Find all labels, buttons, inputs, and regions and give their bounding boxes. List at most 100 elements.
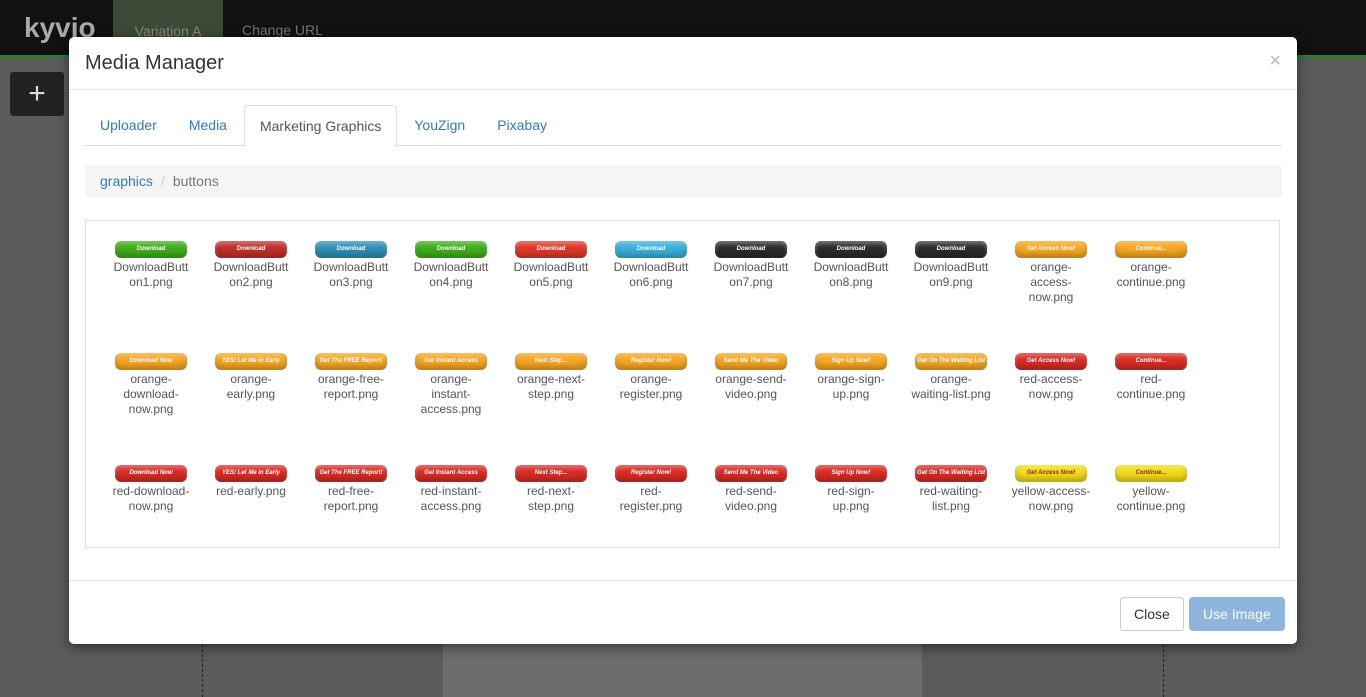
breadcrumb-link[interactable]: graphics — [100, 173, 153, 189]
close-button[interactable]: Close — [1120, 597, 1184, 631]
thumbnail: Next Step... — [515, 465, 587, 482]
thumbnail: Register Now! — [615, 465, 687, 482]
thumbnail: Download Now — [115, 465, 187, 482]
thumbnail: Download Now — [115, 353, 187, 370]
modal-footer — [69, 580, 1297, 581]
tab[interactable]: Uploader — [100, 117, 157, 133]
thumbnail: Download — [115, 241, 187, 258]
media-item[interactable]: Download DownloadButton1.png — [101, 239, 201, 351]
thumbnail: Send Me The Video — [715, 465, 787, 482]
media-item[interactable]: Get On The Waiting List orange-waiting-li… — [901, 351, 1001, 463]
thumbnail: Register Now! — [615, 353, 687, 370]
file-name: red-continue.png — [1116, 372, 1186, 401]
media-item[interactable]: Register Now! orange-register.png — [601, 351, 701, 463]
file-name: DownloadButton1.png — [113, 260, 189, 289]
thumbnail: Get Instant Access — [415, 353, 487, 370]
thumbnail: Get On The Waiting List — [915, 465, 987, 482]
file-name: red-send-video.png — [724, 484, 778, 513]
file-name: DownloadButton3.png — [313, 260, 389, 289]
file-name: DownloadButton4.png — [413, 260, 489, 289]
image-grid: Download DownloadButton1.png Download Downl… — [85, 220, 1280, 548]
file-name: DownloadButton6.png — [613, 260, 689, 289]
file-name: DownloadButton8.png — [813, 260, 889, 289]
breadcrumb-current: buttons — [172, 173, 219, 189]
media-item[interactable]: Download DownloadButton4.png — [401, 239, 501, 351]
file-name: yellow-continue.png — [1116, 484, 1186, 513]
guide-line — [1163, 644, 1164, 697]
media-item[interactable]: Sign Up Now! orange-sign-up.png — [801, 351, 901, 463]
file-name: orange-download-now.png — [123, 372, 179, 416]
add-button[interactable]: + — [10, 72, 64, 116]
media-item[interactable]: Download DownloadButton2.png — [201, 239, 301, 351]
media-manager-modal: Media Manager × Uploader Media Marketing G… — [69, 37, 1297, 644]
thumbnail: Next Step... — [515, 353, 587, 370]
close-icon[interactable]: × — [1269, 50, 1281, 72]
file-name: red-waiting-list.png — [919, 484, 983, 513]
media-item[interactable]: Send Me The Video red-send-video.png — [701, 463, 801, 563]
thumbnail: Get On The Waiting List — [915, 353, 987, 370]
media-item[interactable]: Get Access Now! yellow-access-now.png — [1001, 463, 1101, 563]
media-item[interactable]: Download Now orange-download-now.png — [101, 351, 201, 463]
file-name: red-sign-up.png — [827, 484, 875, 513]
file-name: orange-early.png — [226, 372, 276, 401]
media-item[interactable]: Get Access Now! red-access-now.png — [1001, 351, 1101, 463]
media-item[interactable]: Get Instant Access orange-instant-access.… — [401, 351, 501, 463]
media-item[interactable]: Download DownloadButton7.png — [701, 239, 801, 351]
file-name: yellow-access-now.png — [1011, 484, 1091, 513]
media-item[interactable]: Continue... red-continue.png — [1101, 351, 1201, 463]
thumbnail: Get Access Now! — [1015, 353, 1087, 370]
media-item[interactable]: Download DownloadButton8.png — [801, 239, 901, 351]
thumbnail: Get The FREE Report! — [315, 465, 387, 482]
media-item[interactable]: Get Access Now! orange-access-now.png — [1001, 239, 1101, 351]
thumbnail: YES! Let Me In Early — [215, 465, 287, 482]
thumbnail: Get Instant Access — [415, 465, 487, 482]
thumbnail: Download — [715, 241, 787, 258]
media-item[interactable]: Get On The Waiting List red-waiting-list.… — [901, 463, 1001, 563]
media-item[interactable]: YES! Let Me In Early red-early.png — [201, 463, 301, 563]
media-item[interactable]: Get The FREE Report! orange-free-report.p… — [301, 351, 401, 463]
file-name: orange-continue.png — [1116, 260, 1186, 289]
thumbnail: Continue... — [1115, 353, 1187, 370]
file-name: orange-waiting-list.png — [911, 372, 991, 401]
media-item[interactable]: Get The FREE Report! red-free-report.png — [301, 463, 401, 563]
file-name: DownloadButton7.png — [713, 260, 789, 289]
file-name: orange-register.png — [619, 372, 683, 401]
file-name: red-register.png — [619, 484, 683, 513]
tab[interactable]: Media — [188, 117, 227, 133]
file-name: red-next-step.png — [526, 484, 576, 513]
use-image-button[interactable]: Use Image — [1189, 597, 1285, 631]
thumbnail: Get The FREE Report! — [315, 353, 387, 370]
thumbnail: Download — [615, 241, 687, 258]
file-name: DownloadButton9.png — [913, 260, 989, 289]
media-item[interactable]: Download DownloadButton5.png — [501, 239, 601, 351]
change-url[interactable]: Change URL — [242, 22, 323, 38]
media-item[interactable]: Sign Up Now! red-sign-up.png — [801, 463, 901, 563]
file-name: DownloadButton2.png — [213, 260, 289, 289]
thumbnail: Sign Up Now! — [815, 353, 887, 370]
media-item[interactable]: Download DownloadButton9.png — [901, 239, 1001, 351]
media-item[interactable]: Next Step... red-next-step.png — [501, 463, 601, 563]
modal-title: Media Manager — [85, 52, 224, 74]
thumbnail: Sign Up Now! — [815, 465, 887, 482]
media-item[interactable]: Download Now red-download-now.png — [101, 463, 201, 563]
media-item[interactable]: Continue... orange-continue.png — [1101, 239, 1201, 351]
file-name: red-access-now.png — [1019, 372, 1083, 401]
tab[interactable]: Pixabay — [497, 117, 548, 133]
tab[interactable]: Marketing Graphics — [243, 105, 398, 147]
media-item[interactable]: Continue... yellow-continue.png — [1101, 463, 1201, 563]
media-item[interactable]: Download DownloadButton3.png — [301, 239, 401, 351]
tab[interactable]: YouZign — [414, 117, 466, 133]
media-item[interactable]: Download DownloadButton6.png — [601, 239, 701, 351]
thumbnail: Download — [315, 241, 387, 258]
file-name: red-early.png — [216, 484, 286, 498]
media-item[interactable]: Get Instant Access red-instant-access.png — [401, 463, 501, 563]
file-name: red-download-now.png — [112, 484, 190, 513]
media-item[interactable]: Send Me The Video orange-send-video.png — [701, 351, 801, 463]
file-name: DownloadButton5.png — [513, 260, 589, 289]
file-name: red-free-report.png — [323, 484, 379, 513]
media-item[interactable]: Register Now! red-register.png — [601, 463, 701, 563]
tabs: Uploader Media Marketing Graphics YouZign Pi… — [85, 105, 1282, 147]
media-item[interactable]: YES! Let Me In Early orange-early.png — [201, 351, 301, 463]
media-item[interactable]: Next Step... orange-next-step.png — [501, 351, 601, 463]
